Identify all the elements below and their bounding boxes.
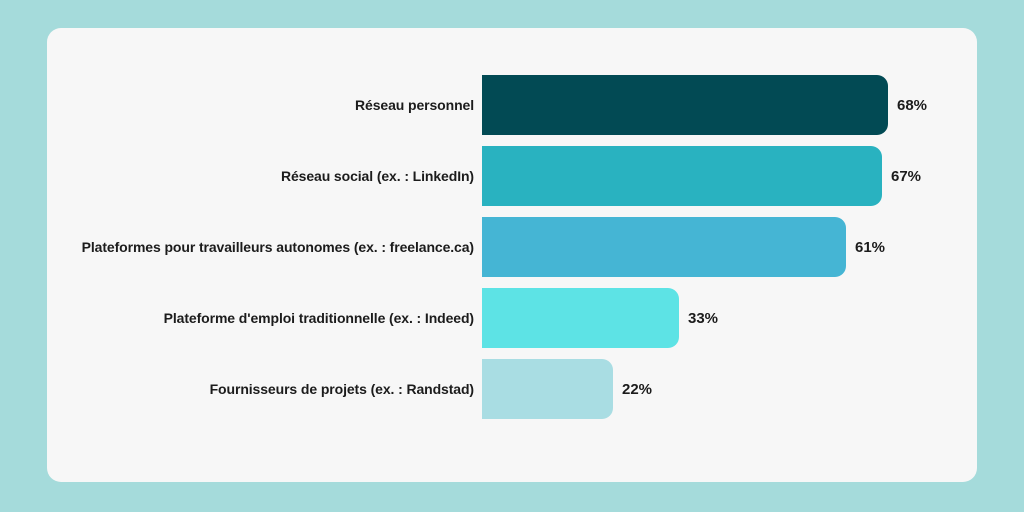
bar-label: Réseau social (ex. : LinkedIn) — [280, 168, 474, 184]
chart-row: Fournisseurs de projets (ex. : Randstad)… — [47, 359, 977, 419]
bar-label: Réseau personnel — [355, 97, 474, 113]
bar-label: Plateformes pour travailleurs autonomes … — [81, 239, 474, 255]
bar-value-label: 22% — [622, 380, 653, 398]
bar-label: Fournisseurs de projets (ex. : Randstad) — [209, 381, 474, 397]
chart-row: Plateformes pour travailleurs autonomes … — [47, 217, 977, 277]
bar-value-label: 67% — [891, 167, 922, 185]
bar — [482, 75, 888, 135]
bar-track: 67% — [482, 146, 977, 206]
chart-card: Réseau personnel 68% Réseau social (ex. : … — [47, 28, 977, 482]
chart-row: Réseau personnel 68% — [47, 75, 977, 135]
bar — [482, 217, 846, 277]
bar-value-label: 61% — [855, 238, 886, 256]
chart-row: Réseau social (ex. : LinkedIn) 67% — [47, 146, 977, 206]
bar-value-label: 68% — [897, 96, 928, 114]
bar-track: 22% — [482, 359, 977, 419]
bar-chart: Réseau personnel 68% Réseau social (ex. : … — [47, 75, 977, 419]
bar-label: Plateforme d'emploi traditionnelle (ex. … — [163, 310, 474, 326]
bar — [482, 146, 882, 206]
bar-track: 33% — [482, 288, 977, 348]
bar — [482, 288, 679, 348]
bar-track: 68% — [482, 75, 977, 135]
bar — [482, 359, 613, 419]
bar-track: 61% — [482, 217, 977, 277]
chart-row: Plateforme d'emploi traditionnelle (ex. … — [47, 288, 977, 348]
bar-value-label: 33% — [688, 309, 719, 327]
